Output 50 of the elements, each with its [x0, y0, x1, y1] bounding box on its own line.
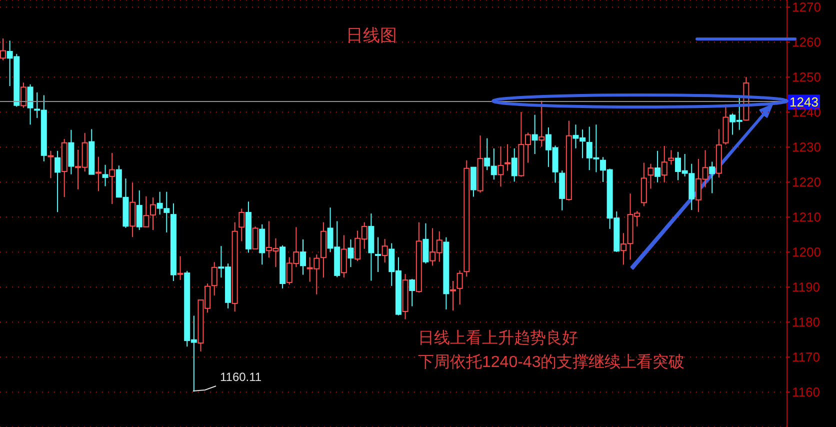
candlestick: [450, 280, 456, 311]
y-tick-label: 1220: [792, 174, 821, 190]
candlestick: [511, 148, 518, 182]
y-tick-label: 1170: [792, 350, 820, 365]
y-tick-label: 1180: [792, 314, 820, 330]
candlestick: [48, 150, 54, 179]
candlestick: [422, 222, 429, 264]
candlestick: [130, 182, 136, 238]
candlestick: [668, 150, 674, 165]
y-tick-label: 1250: [792, 70, 821, 85]
candlestick: [375, 236, 381, 272]
candlestick: [109, 152, 116, 205]
candlestick: [259, 224, 266, 266]
candlestick: [709, 161, 716, 194]
text: 日线图: [346, 25, 397, 47]
candlestick: [382, 238, 388, 263]
candlestick: [661, 145, 668, 183]
candlestick: [54, 150, 61, 213]
candlestick: [538, 100, 545, 148]
y-tick-label: 1230: [792, 140, 821, 155]
candlestick: [211, 262, 218, 296]
y-tick-label: 1270: [792, 0, 821, 15]
candlestick: [654, 150, 661, 183]
candlestick: [177, 256, 184, 280]
y-tick-label: 1210: [792, 210, 821, 225]
candlestick: [136, 190, 142, 230]
candlestick: [20, 82, 26, 108]
candlestick: [300, 238, 306, 276]
annotation: 日线上看上升趋势良好: [418, 328, 578, 349]
candlestick: [348, 238, 354, 268]
candlestick: [409, 278, 416, 307]
candlestick: [68, 129, 74, 175]
candlestick: [95, 156, 102, 192]
candlestick: [456, 270, 463, 305]
candlestick: [532, 114, 538, 154]
candlestick: [648, 163, 654, 190]
y-tick-label: 1190: [792, 280, 820, 295]
y-tick-label: 1260: [792, 34, 821, 50]
annotation: 1160.11: [220, 370, 262, 384]
y-tick-label: 1160: [792, 384, 820, 400]
candlestick: [504, 144, 511, 172]
candlestick: [340, 234, 347, 278]
candlestick: [470, 166, 476, 198]
candlestick: [102, 164, 108, 187]
candlestick: [252, 226, 258, 250]
candlestick: [498, 146, 504, 188]
candlestick: [238, 208, 245, 242]
candlestick: [27, 84, 34, 126]
y-tick-label: 1200: [792, 244, 821, 260]
annotation: 下周依托1240-43的支撑继续上看突破: [418, 352, 685, 373]
